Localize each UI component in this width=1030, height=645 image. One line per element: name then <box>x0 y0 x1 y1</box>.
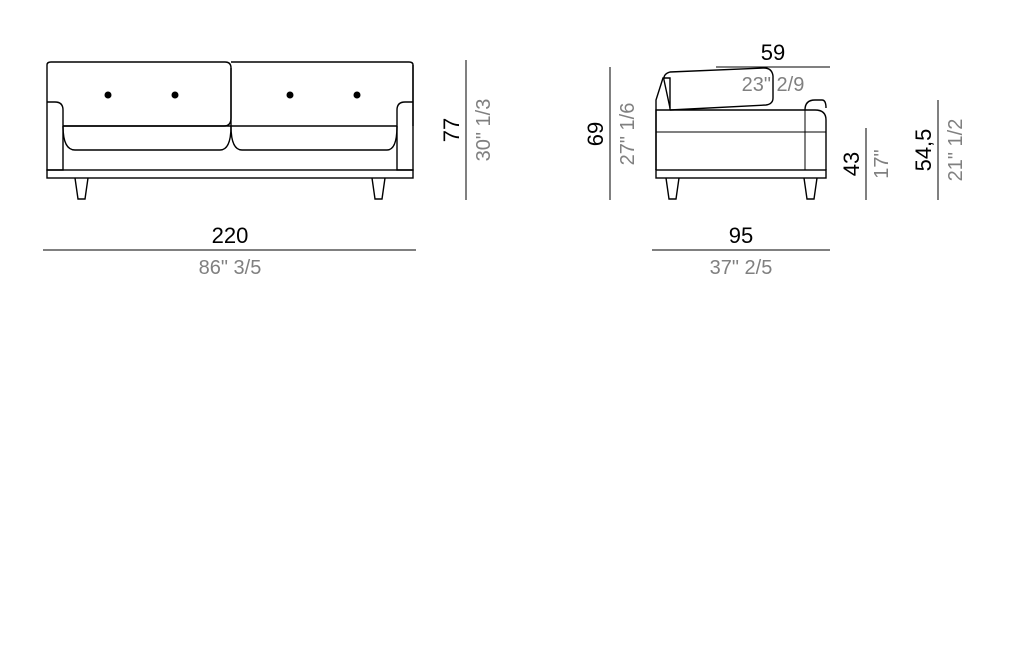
front-height-in: 30" 1/3 <box>473 99 495 162</box>
dim-front-width: 220 86" 3/5 <box>43 223 416 279</box>
dim-front-height: 77 30" 1/3 <box>439 60 495 200</box>
front-height-cm: 77 <box>439 118 464 142</box>
dim-side-top-depth: 59 23" 2/9 <box>716 40 830 96</box>
dim-side-seat-height: 43 17" <box>839 128 893 200</box>
dimension-drawing: 220 86" 3/5 77 30" 1/3 59 23" 2/9 69 27"… <box>0 0 1030 645</box>
side-arm-cm: 54,5 <box>911 129 936 172</box>
dim-side-arm-height: 54,5 21" 1/2 <box>911 100 967 200</box>
side-depth-cm: 95 <box>729 223 753 248</box>
side-arm-in: 21" 1/2 <box>945 119 967 182</box>
side-back-cm: 69 <box>583 122 608 146</box>
side-top-cm: 59 <box>761 40 785 65</box>
side-depth-in: 37" 2/5 <box>710 257 773 279</box>
side-top-in: 23" 2/9 <box>742 74 805 96</box>
side-back-in: 27" 1/6 <box>617 103 639 166</box>
dim-side-back-height: 69 27" 1/6 <box>583 67 639 200</box>
side-seat-in: 17" <box>871 149 893 178</box>
front-width-cm: 220 <box>212 223 249 248</box>
dim-side-depth: 95 37" 2/5 <box>652 223 830 279</box>
front-view <box>47 62 413 199</box>
side-seat-cm: 43 <box>839 152 864 176</box>
front-width-in: 86" 3/5 <box>199 257 262 279</box>
